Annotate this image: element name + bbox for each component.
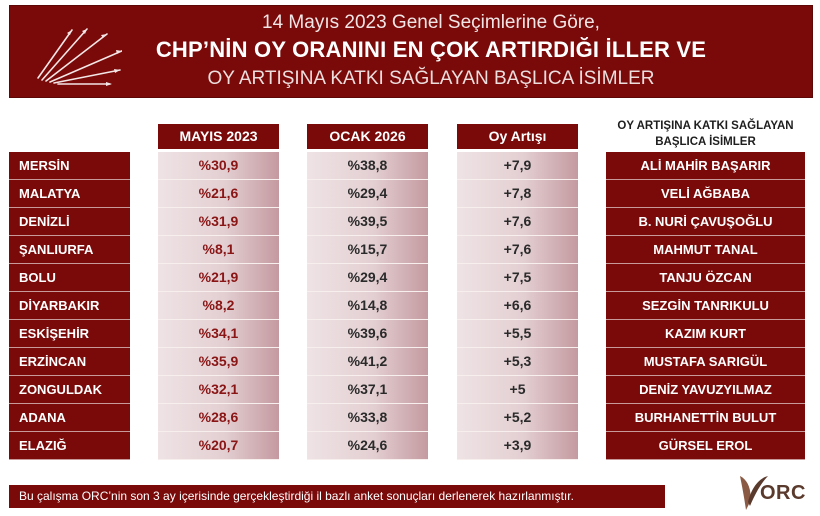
ocak-value-cell: %41,2 <box>307 348 428 376</box>
mayis-value-cell: %30,9 <box>158 152 279 180</box>
orc-leaf-icon <box>740 476 768 510</box>
ocak-value-cell: %33,8 <box>307 404 428 432</box>
city-cell: ADANA <box>9 404 130 432</box>
mayis-value-cell: %34,1 <box>158 320 279 348</box>
artis-value-cell: +3,9 <box>457 432 578 460</box>
ocak-value-cell: %29,4 <box>307 264 428 292</box>
ocak-value-cell: %15,7 <box>307 236 428 264</box>
orc-brand-text: ORC <box>760 482 806 504</box>
city-column: MERSİN MALATYA DENİZLİ ŞANLIURFA BOLU Dİ… <box>9 152 130 460</box>
column-header-oy-artisi: Oy Artışı <box>457 124 578 149</box>
title-line-1: 14 Mayıs 2023 Genel Seçimlerine Göre, <box>262 12 600 33</box>
mayis-value-cell: %8,2 <box>158 292 279 320</box>
name-cell: BURHANETTİN BULUT <box>606 404 805 432</box>
city-cell: MERSİN <box>9 152 130 180</box>
city-cell: DİYARBAKIR <box>9 292 130 320</box>
ocak-value-cell: %29,4 <box>307 180 428 208</box>
title-line-2: CHP’NİN OY ORANINI EN ÇOK ARTIRDIĞI İLLE… <box>155 37 707 62</box>
six-arrows-icon <box>37 28 122 86</box>
oy-artisi-column: +7,9 +7,8 +7,6 +7,6 +7,5 +6,6 +5,5 +5,3 … <box>457 152 578 460</box>
name-cell: GÜRSEL EROL <box>606 432 805 460</box>
ocak-2026-column: %38,8 %29,4 %39,5 %15,7 %29,4 %14,8 %39,… <box>307 152 428 460</box>
name-cell: B. NURİ ÇAVUŞOĞLU <box>606 208 805 236</box>
city-cell: ESKİŞEHİR <box>9 320 130 348</box>
artis-value-cell: +5,3 <box>457 348 578 376</box>
name-cell: ALİ MAHİR BAŞARIR <box>606 152 805 180</box>
ocak-value-cell: %37,1 <box>307 376 428 404</box>
city-cell: ERZİNCAN <box>9 348 130 376</box>
title-line-3: OY ARTIŞINA KATKI SAĞLAYAN BAŞLICA İSİML… <box>207 68 655 89</box>
ocak-value-cell: %24,6 <box>307 432 428 460</box>
ocak-value-cell: %39,6 <box>307 320 428 348</box>
ocak-value-cell: %14,8 <box>307 292 428 320</box>
name-cell: VELİ AĞBABA <box>606 180 805 208</box>
mayis-value-cell: %35,9 <box>158 348 279 376</box>
name-cell: TANJU ÖZCAN <box>606 264 805 292</box>
artis-value-cell: +7,6 <box>457 208 578 236</box>
city-cell: ŞANLIURFA <box>9 236 130 264</box>
names-header-line-2: BAŞLICA İSİMLER <box>655 136 756 148</box>
name-cell: MAHMUT TANAL <box>606 236 805 264</box>
mayis-value-cell: %21,6 <box>158 180 279 208</box>
column-header-ocak-2026: OCAK 2026 <box>307 124 428 149</box>
names-header-line-1: OY ARTIŞINA KATKI SAĞLAYAN <box>617 120 794 132</box>
column-header-mayis-2023: MAYIS 2023 <box>158 124 279 149</box>
ocak-value-cell: %38,8 <box>307 152 428 180</box>
artis-value-cell: +7,6 <box>457 236 578 264</box>
mayis-2023-column: %30,9 %21,6 %31,9 %8,1 %21,9 %8,2 %34,1 … <box>158 152 279 460</box>
artis-value-cell: +5 <box>457 376 578 404</box>
city-cell: ELAZIĞ <box>9 432 130 460</box>
city-cell: DENİZLİ <box>9 208 130 236</box>
column-header-names: OY ARTIŞINA KATKI SAĞLAYAN BAŞLICA İSİML… <box>606 118 805 150</box>
artis-value-cell: +6,6 <box>457 292 578 320</box>
title-banner: 14 Mayıs 2023 Genel Seçimlerine Göre, CH… <box>9 5 813 98</box>
name-cell: DENİZ YAVUZYILMAZ <box>606 376 805 404</box>
mayis-value-cell: %8,1 <box>158 236 279 264</box>
name-cell: MUSTAFA SARIGÜL <box>606 348 805 376</box>
artis-value-cell: +5,5 <box>457 320 578 348</box>
mayis-value-cell: %21,9 <box>158 264 279 292</box>
mayis-value-cell: %20,7 <box>158 432 279 460</box>
name-cell: SEZGİN TANRIKULU <box>606 292 805 320</box>
artis-value-cell: +5,2 <box>457 404 578 432</box>
mayis-value-cell: %31,9 <box>158 208 279 236</box>
artis-value-cell: +7,5 <box>457 264 578 292</box>
mayis-value-cell: %32,1 <box>158 376 279 404</box>
mayis-value-cell: %28,6 <box>158 404 279 432</box>
city-cell: BOLU <box>9 264 130 292</box>
names-column: ALİ MAHİR BAŞARIR VELİ AĞBABA B. NURİ ÇA… <box>606 152 805 460</box>
footnote-bar: Bu çalışma ORC’nin son 3 ay içerisinde g… <box>9 485 665 508</box>
artis-value-cell: +7,8 <box>457 180 578 208</box>
city-cell: MALATYA <box>9 180 130 208</box>
city-cell: ZONGULDAK <box>9 376 130 404</box>
artis-value-cell: +7,9 <box>457 152 578 180</box>
ocak-value-cell: %39,5 <box>307 208 428 236</box>
name-cell: KAZIM KURT <box>606 320 805 348</box>
orc-logo: ORC <box>738 472 810 512</box>
